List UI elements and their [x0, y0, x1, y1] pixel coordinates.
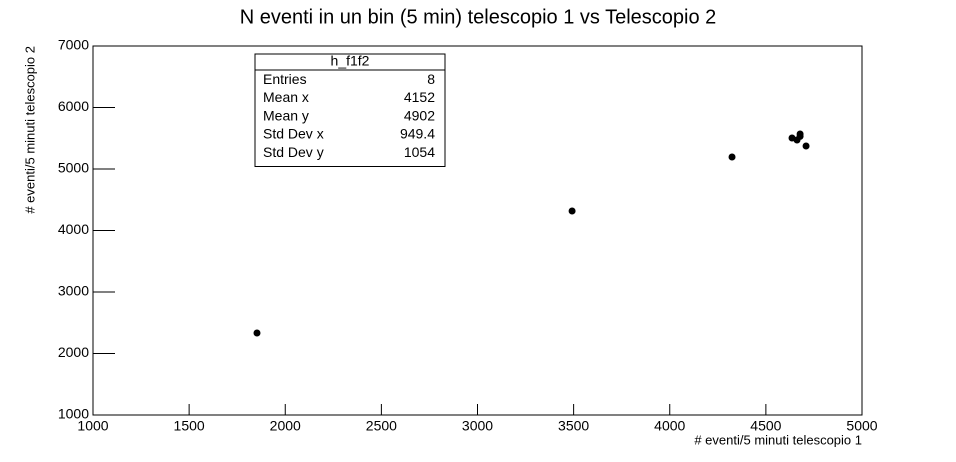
y-tick-label: 7000 — [58, 37, 89, 53]
y-tick-label: 2000 — [58, 344, 89, 360]
x-tick-label: 2500 — [366, 418, 397, 434]
y-tick-label: 3000 — [58, 283, 89, 299]
chart-title: N eventi in un bin (5 min) telescopio 1 … — [240, 6, 717, 28]
stats-value: 1054 — [404, 144, 435, 160]
point — [802, 142, 810, 150]
x-tick-label: 4000 — [654, 418, 685, 434]
point — [253, 329, 261, 337]
stats-value: 4902 — [404, 107, 435, 123]
stats-value: 8 — [427, 71, 435, 87]
stats-label: Entries — [263, 71, 307, 87]
stats-label: Mean x — [263, 89, 309, 105]
stats-label: Std Dev y — [263, 144, 324, 160]
x-axis-title: # eventi/5 minuti telescopio 1 — [694, 432, 862, 447]
x-tick-label: 5000 — [846, 418, 877, 434]
x-tick-label: 3000 — [462, 418, 493, 434]
stats-label: Std Dev x — [263, 126, 324, 142]
y-tick-label: 5000 — [58, 160, 89, 176]
x-tick-label: 1500 — [174, 418, 205, 434]
stats-value: 949.4 — [400, 126, 435, 142]
point — [728, 153, 736, 161]
point — [568, 207, 576, 215]
x-tick-label: 3500 — [558, 418, 589, 434]
y-tick-label: 1000 — [58, 406, 89, 422]
stats-box — [254, 53, 446, 167]
x-tick-label: 4500 — [750, 418, 781, 434]
y-tick-label: 6000 — [58, 98, 89, 114]
stats-title: h_f1f2 — [331, 53, 370, 69]
stats-value: 4152 — [404, 89, 435, 105]
x-tick-label: 1000 — [77, 418, 108, 434]
y-axis-title: # eventi/5 minuti telescopio 2 — [22, 46, 37, 214]
stats-label: Mean y — [263, 107, 309, 123]
y-tick-label: 4000 — [58, 221, 89, 237]
x-tick-label: 2000 — [270, 418, 301, 434]
point — [793, 136, 801, 144]
